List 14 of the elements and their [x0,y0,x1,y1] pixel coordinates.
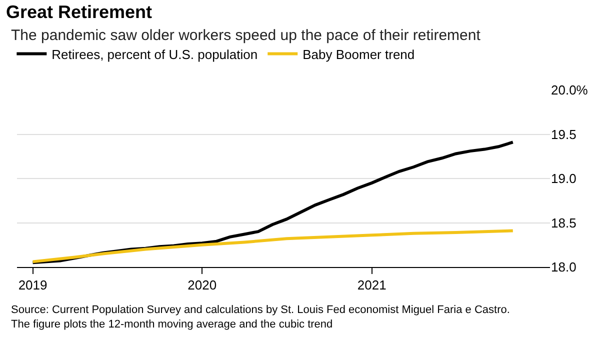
x-tick-label: 2021 [357,278,386,293]
y-tick-label: 19.5 [551,126,576,142]
x-tick-label: 2020 [188,278,217,293]
y-tick-label: 18.0 [551,260,576,275]
chart-title: Great Retirement [6,2,152,22]
legend-label: Retirees, percent of U.S. population [52,46,258,62]
legend-label: Baby Boomer trend [302,46,415,62]
line-series [31,229,514,264]
y-tick-label: 18.5 [551,215,576,230]
y-tick-label: 19.0 [551,171,576,186]
y-tick-label: 20.0% [551,82,588,98]
chart-subtitle: The pandemic saw older workers speed up the pace of their retirement [11,27,482,44]
x-tick-label: 2019 [18,278,48,293]
source-note: Source: Current Population Survey and calculations by St. Louis Fed economist Miguel Faria e Castro. The figure plots the 12-month moving average and the cubic trend [11,304,510,330]
